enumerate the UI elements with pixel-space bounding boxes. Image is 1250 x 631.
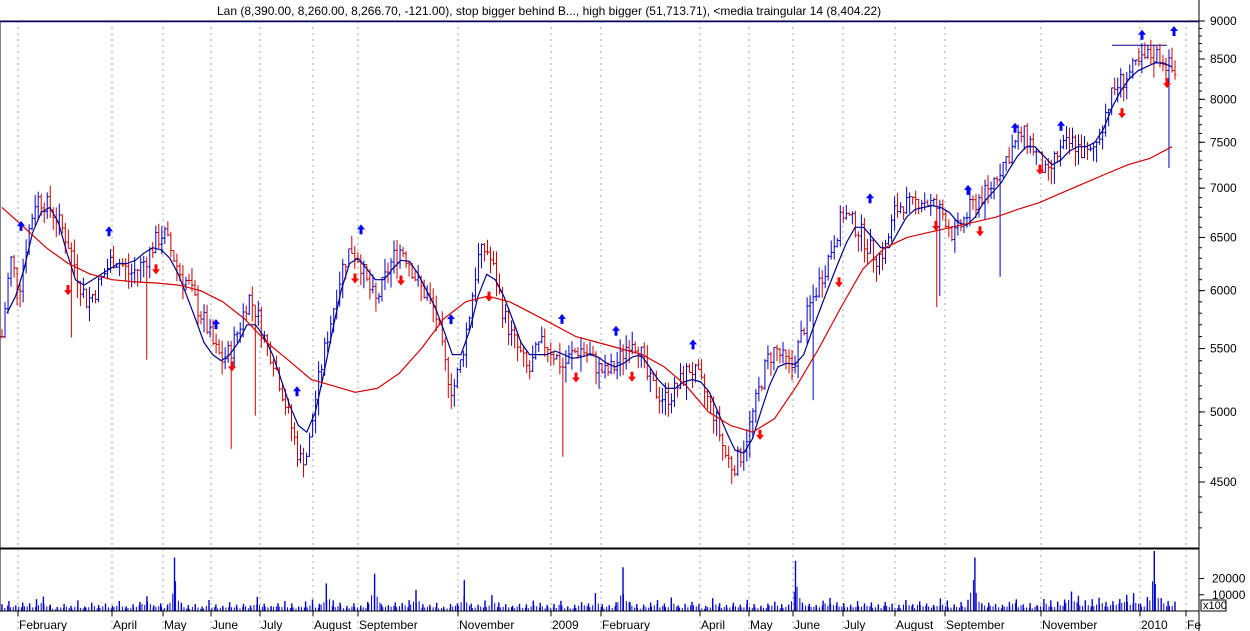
buy-arrow-icon	[612, 325, 620, 336]
y-tick-label: 7000	[1210, 181, 1237, 195]
y-tick-label: 5000	[1210, 405, 1237, 419]
buy-arrow-icon	[212, 319, 220, 330]
buy-arrow-icon	[293, 386, 301, 397]
sell-arrow-icon	[1036, 164, 1044, 175]
sell-arrow-icon	[397, 275, 405, 286]
sell-arrow-icon	[976, 226, 984, 237]
date-axis: February April May June July August September N…	[0, 610, 1201, 631]
slow-ma-line	[1, 146, 1173, 433]
volume-unit-box	[1200, 599, 1227, 612]
x-tick-label: February	[602, 618, 650, 631]
buy-arrow-icon	[447, 314, 455, 325]
sell-arrow-icon	[932, 220, 940, 231]
sell-arrow-icon	[835, 277, 843, 288]
price-axis: 9000 8500 8000 7500 7000 6500 6000 5500 5000 4500	[1199, 14, 1237, 529]
sell-arrow-icon	[628, 371, 636, 382]
x-tick-label: July	[844, 618, 865, 631]
buy-arrow-icon	[1057, 120, 1065, 131]
buy-arrow-icon	[964, 184, 972, 195]
sell-arrow-icon	[485, 291, 493, 302]
slow-moving-average	[1, 146, 1173, 433]
x-tick-label: July	[261, 618, 282, 631]
y-tick-label: 6000	[1210, 284, 1237, 298]
fast-ma-line	[6, 62, 1173, 454]
sell-arrow-icon	[228, 361, 236, 372]
x-tick-label: 2009	[552, 618, 579, 631]
sell-arrow-icon	[1118, 108, 1126, 119]
buy-arrow-icon	[866, 193, 874, 204]
buy-arrow-icon	[105, 226, 113, 237]
volume-tick-label: 20000	[1212, 572, 1246, 586]
x-tick-label: June	[794, 618, 820, 631]
x-tick-label: April	[113, 618, 137, 631]
sell-arrow-icon	[1163, 78, 1171, 89]
y-tick-label: 7500	[1210, 135, 1237, 149]
buy-arrow-icon	[558, 313, 566, 324]
volume-tick-label: 10000	[1212, 588, 1246, 602]
chart-header: Lan (8,390.00, 8,260.00, 8,266.70, -121.…	[217, 4, 881, 18]
x-tick-label: April	[701, 618, 725, 631]
signal-arrows	[17, 25, 1178, 440]
x-tick-label: February	[19, 618, 67, 631]
volume-bars	[1, 551, 1176, 611]
y-tick-label: 8500	[1210, 52, 1237, 66]
x-tick-label: September	[946, 618, 1005, 631]
fast-moving-average	[6, 62, 1173, 454]
x-tick-label: August	[896, 618, 934, 631]
x-tick-label: August	[314, 618, 352, 631]
x-tick-label: 2010	[1141, 618, 1168, 631]
y-tick-label: 5500	[1210, 342, 1237, 356]
sell-arrow-icon	[351, 273, 359, 284]
x-tick-label: November	[459, 618, 514, 631]
x-tick-label: November	[1042, 618, 1097, 631]
x-tick-label: June	[212, 618, 238, 631]
x-tick-label: Fe	[1187, 618, 1201, 631]
sell-arrow-icon	[572, 372, 580, 383]
x-tick-label: May	[164, 618, 187, 631]
buy-arrow-icon	[1138, 29, 1146, 40]
buy-arrow-icon	[17, 220, 25, 231]
sell-arrow-icon	[756, 429, 764, 440]
sell-arrow-icon	[152, 264, 160, 275]
sell-arrow-icon	[64, 285, 72, 296]
y-tick-label: 8000	[1210, 92, 1237, 106]
volume-unit-label: x100	[1203, 600, 1227, 612]
y-tick-label: 9000	[1210, 14, 1237, 28]
x-tick-label: May	[750, 618, 773, 631]
buy-arrow-icon	[357, 224, 365, 235]
y-tick-label: 4500	[1210, 475, 1237, 489]
resistance-line	[0, 21, 1199, 46]
x-tick-label: September	[359, 618, 418, 631]
y-tick-label: 6500	[1210, 230, 1237, 244]
buy-arrow-icon	[1011, 122, 1019, 133]
price-bars	[0, 39, 1177, 484]
buy-arrow-icon	[689, 339, 697, 350]
buy-arrow-icon	[1170, 25, 1178, 36]
